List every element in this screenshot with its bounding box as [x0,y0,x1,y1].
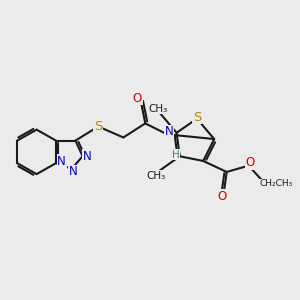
Text: O: O [246,156,255,169]
Text: CH₂CH₃: CH₂CH₃ [260,179,293,188]
Text: CH₃: CH₃ [148,104,167,114]
Text: O: O [218,190,226,202]
Text: N: N [57,155,66,168]
Text: N: N [164,125,173,138]
Text: S: S [193,111,201,124]
Text: O: O [133,92,142,105]
Text: S: S [94,120,103,133]
Text: CH₃: CH₃ [147,171,166,181]
Text: H: H [172,150,179,160]
Text: N: N [83,150,92,163]
Text: N: N [69,165,78,178]
